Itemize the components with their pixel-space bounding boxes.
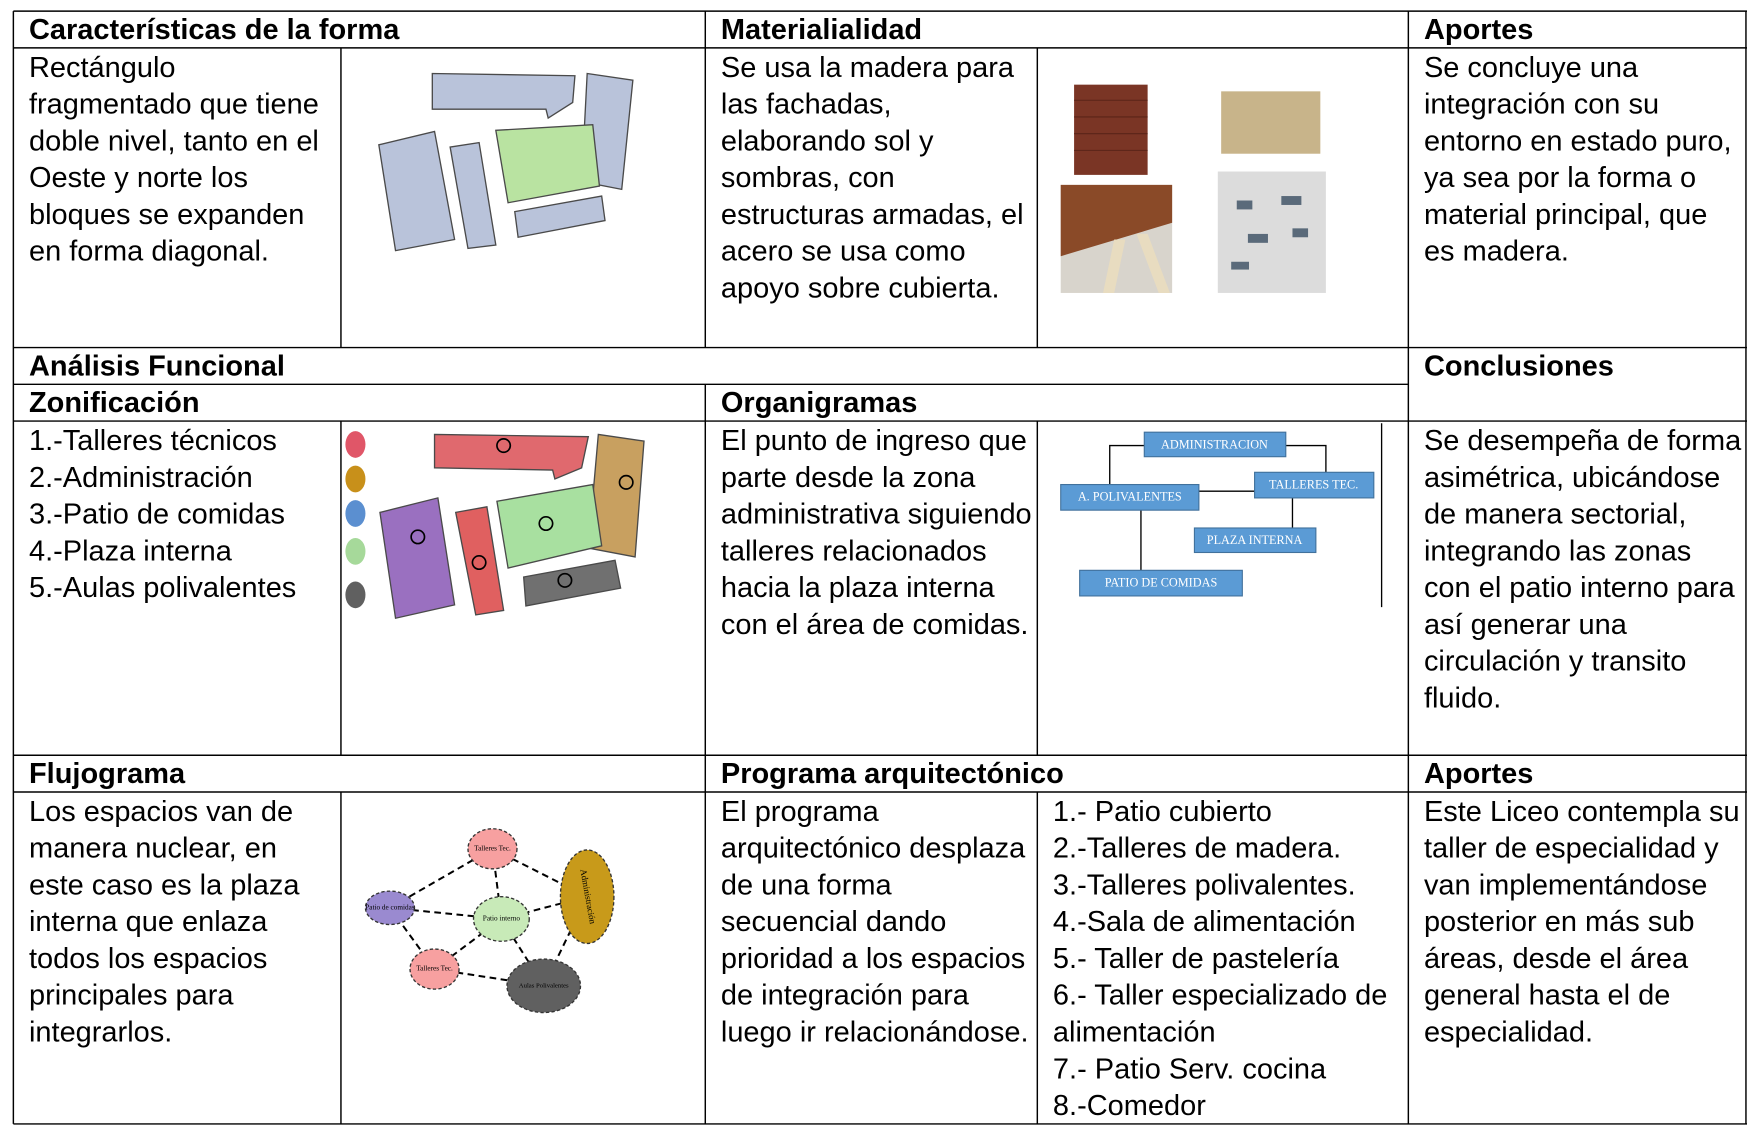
org-label: PLAZA INTERNA <box>1207 533 1303 547</box>
organigram: ADMINISTRACION A. POLIVALENTES TALLERES … <box>1060 423 1383 608</box>
list-item: 2.-Talleres de madera. <box>1052 830 1342 865</box>
flow-node-label: Aulas Polivalentes <box>519 982 569 989</box>
section-header: Análisis Funcional <box>28 348 285 383</box>
flowchart: Talleres Tec. Patio de comidas Patio int… <box>364 828 615 1014</box>
cell-header: Organigramas <box>720 385 918 419</box>
org-label: TALLERES TEC. <box>1269 477 1358 491</box>
list-item: 4.-Sala de alimentación <box>1052 904 1356 938</box>
cell-text: Se usa la madera para las fachadas, elab… <box>720 50 1024 305</box>
cell-text: Se concluye una integración con su entor… <box>1423 50 1732 268</box>
cell-header: Conclusiones <box>1423 348 1614 383</box>
cell-header: Flujograma <box>28 756 186 790</box>
cell-text: El punto de ingreso que parte desde la z… <box>720 423 1032 641</box>
cell-header: Materialialidad <box>720 12 923 46</box>
table-grid <box>12 10 1747 1125</box>
zone-list: 1.-Talleres técnicos 2.-Administración 3… <box>29 422 347 606</box>
flow-node-label: Talleres Tec. <box>474 844 511 852</box>
cell-text: Este Liceo contempla su taller de especi… <box>1423 794 1740 1049</box>
list-item: 2.-Administración <box>28 460 253 494</box>
cell-header: Zonificación <box>28 385 200 419</box>
list-item: 6.- Taller especializado de alimentación <box>1052 978 1388 1049</box>
cell-header: Características de la forma <box>28 12 400 46</box>
list-item: 8.-Comedor <box>1052 1088 1206 1122</box>
cell-text: Los espacios van de manera nuclear, en e… <box>28 794 300 1049</box>
org-label: PATIO DE COMIDAS <box>1105 575 1218 589</box>
cell-text: El programa arquitectónico desplaza de u… <box>720 794 1029 1049</box>
cell-header: Aportes <box>1423 12 1534 46</box>
cell-text: Se desempeña de forma asimétrica, ubicán… <box>1423 423 1742 715</box>
list-item: 7.- Patio Serv. cocina <box>1052 1051 1327 1085</box>
cell-header: Aportes <box>1423 756 1534 790</box>
flow-node-label: Talleres Tec. <box>416 965 453 973</box>
list-item: 5.- Taller de pastelería <box>1052 941 1340 975</box>
list-item: 5.-Aulas polivalentes <box>28 570 297 604</box>
list-item: 4.-Plaza interna <box>28 533 232 567</box>
list-item: 1.-Talleres técnicos <box>28 423 277 457</box>
program-list: 1.- Patio cubierto 2.-Talleres de madera… <box>1053 793 1405 1124</box>
material-photos <box>1060 84 1326 293</box>
cell-header: Programa arquitectónico <box>720 756 1064 790</box>
zonification-diagram <box>379 433 645 620</box>
cell-text: Rectángulo fragmentado que tiene doble n… <box>28 50 319 268</box>
list-item: 3.-Patio de comidas <box>28 496 286 531</box>
zonification-legend <box>345 431 366 609</box>
org-label: ADMINISTRACION <box>1161 437 1268 451</box>
forma-diagram <box>378 72 634 252</box>
list-item: 1.- Patio cubierto <box>1052 794 1272 828</box>
flow-node-label: Patio de comidas <box>365 903 415 911</box>
list-item: 3.-Talleres polivalentes. <box>1052 867 1356 902</box>
org-label: A. POLIVALENTES <box>1078 490 1182 504</box>
flow-node-label: Patio interno <box>483 915 521 923</box>
